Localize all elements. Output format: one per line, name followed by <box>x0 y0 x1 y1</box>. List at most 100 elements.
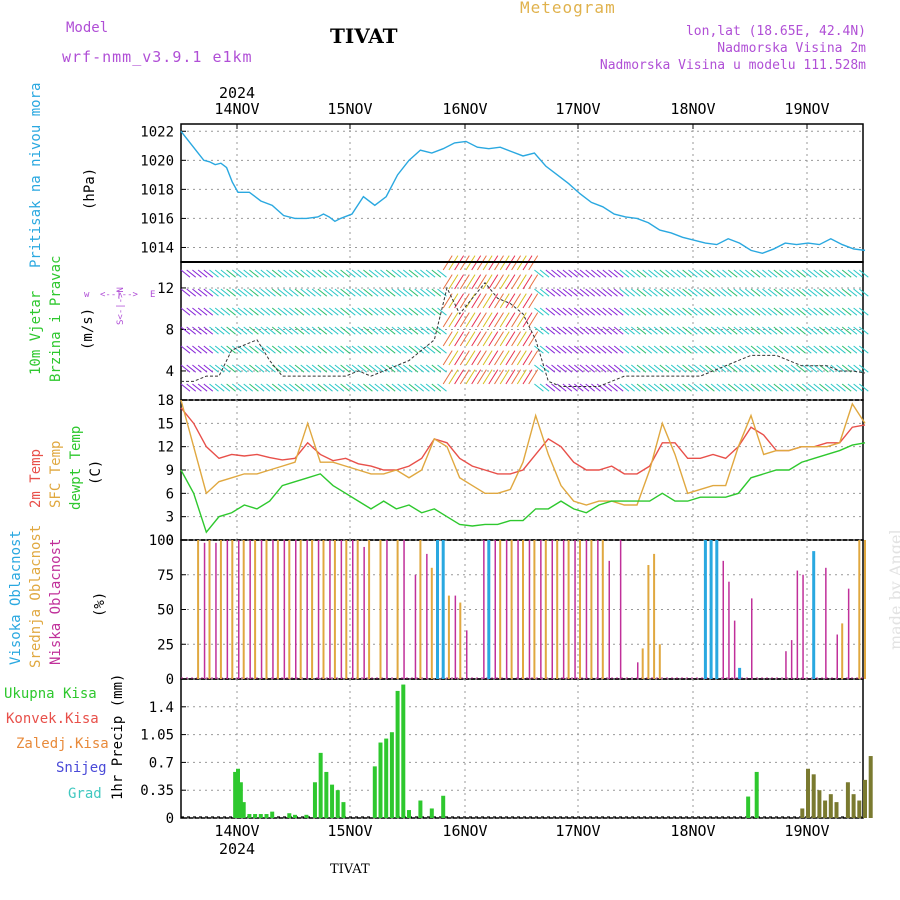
wind-barb <box>722 269 732 278</box>
wind-barb <box>231 288 242 297</box>
wind-barb <box>767 288 778 297</box>
wind-barb <box>300 383 311 392</box>
wind-barb <box>226 364 236 373</box>
wind-barb <box>796 288 806 297</box>
wind-barb <box>511 369 522 385</box>
rain-bar <box>324 771 329 818</box>
wind-barb <box>408 345 419 354</box>
wind-barb <box>767 364 778 373</box>
wind-barb <box>642 269 653 278</box>
wind-barb <box>585 288 596 297</box>
wind-barb <box>402 345 413 354</box>
wind-barb <box>813 326 824 335</box>
wind-barb <box>448 369 459 385</box>
wind-barb <box>334 345 345 354</box>
low-cloud-bar <box>352 540 354 679</box>
wind-barb <box>203 345 214 354</box>
mid-cloud-bar <box>276 540 279 679</box>
wind-barb <box>454 350 465 366</box>
wind-barb <box>254 326 265 335</box>
low-cloud-bar <box>728 581 730 679</box>
wind-barb <box>687 326 698 335</box>
wind-barb <box>420 307 430 316</box>
wind-barb <box>824 383 835 392</box>
wind-barb <box>670 307 681 316</box>
wind-barb <box>830 345 841 354</box>
bottom-day-label: 18NOV <box>670 822 715 840</box>
wind-barb <box>676 383 687 392</box>
wind-barb <box>693 345 704 354</box>
rain-bar <box>304 814 309 818</box>
wind-barb <box>807 364 818 373</box>
wind-barb <box>237 383 248 392</box>
wind-barb <box>608 288 618 297</box>
low-cloud-bar <box>637 662 639 679</box>
rain-bar <box>253 814 258 818</box>
wind-barb <box>739 269 749 278</box>
low-cloud-bar <box>414 574 417 679</box>
wind-barb <box>556 269 567 278</box>
wind-barb <box>266 383 276 392</box>
wind-barb <box>699 307 710 316</box>
wind-barb <box>608 364 618 373</box>
wind-barb <box>328 383 339 392</box>
wind-barb <box>767 326 778 335</box>
wind-barb <box>522 312 533 328</box>
wind-barb <box>249 383 259 392</box>
wind-barb <box>784 383 795 392</box>
wind-barb <box>551 269 561 278</box>
mid-cloud-bar <box>459 602 462 679</box>
wind-barb <box>790 269 801 278</box>
wind-barb <box>323 269 333 278</box>
wind-barb <box>482 312 493 328</box>
wind-barb <box>687 364 698 373</box>
y-tick-label: 100 <box>149 533 174 549</box>
wind-barb <box>750 307 761 316</box>
mid-cloud-bar <box>601 540 604 679</box>
wind-barb <box>408 364 419 373</box>
wind-barb <box>214 364 225 373</box>
wind-barb <box>391 307 402 316</box>
wind-barb <box>556 364 567 373</box>
wind-barb <box>249 269 259 278</box>
wind-barb <box>516 312 527 328</box>
wind-barb <box>397 269 407 278</box>
wind-barb <box>710 364 721 373</box>
wind-barb <box>630 345 641 354</box>
wind-barb <box>209 345 219 354</box>
wind-barb <box>670 326 681 335</box>
wind-barb <box>790 364 801 373</box>
wind-barb <box>414 364 425 373</box>
wind-barb <box>231 364 242 373</box>
wind-barb <box>858 364 869 373</box>
wind-barb <box>539 345 550 354</box>
wind-barb <box>665 288 675 297</box>
wind-barb <box>482 274 493 290</box>
mid-cloud-bar <box>510 540 513 679</box>
wind-barb <box>727 383 738 392</box>
wind-barb <box>710 326 721 335</box>
mid-cloud-bar <box>208 540 211 679</box>
wind-barb <box>705 326 715 335</box>
wind-barb <box>494 312 504 328</box>
mid-cloud-bar <box>590 540 593 679</box>
mid-cloud-bar <box>447 595 450 679</box>
wind-barb <box>288 326 299 335</box>
wind-barb <box>414 269 425 278</box>
mid-cloud-bar <box>333 540 336 679</box>
wind-barb <box>596 345 607 354</box>
wind-barb <box>283 307 293 316</box>
wind-barb <box>727 269 738 278</box>
rain-bar <box>384 738 389 818</box>
low-cloud-bar <box>790 640 793 679</box>
wind-barb <box>727 364 738 373</box>
wind-barb <box>505 369 516 385</box>
low-cloud-bar <box>317 540 320 679</box>
wind-barb <box>306 269 316 278</box>
wind-barb <box>186 307 197 316</box>
wind-barb <box>773 269 784 278</box>
top-day-label: 16NOV <box>442 100 487 118</box>
wind-barb <box>408 288 419 297</box>
wind-barb <box>847 345 858 354</box>
